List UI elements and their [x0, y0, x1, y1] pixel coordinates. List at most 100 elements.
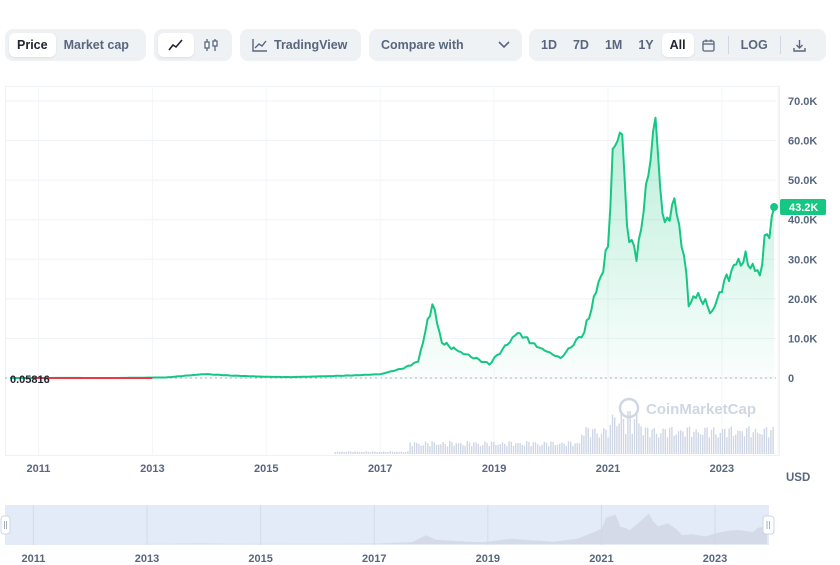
- volume-bar: [611, 414, 614, 454]
- volume-bar: [673, 435, 675, 454]
- volume-bar: [488, 446, 490, 454]
- log-toggle[interactable]: LOG: [740, 38, 768, 52]
- compare-dropdown[interactable]: Compare with: [369, 29, 522, 61]
- volume-bar: [594, 428, 596, 454]
- volume-bar: [345, 452, 347, 454]
- volume-bar: [440, 444, 442, 454]
- volume-bar: [550, 441, 552, 454]
- volume-bar: [519, 443, 521, 454]
- x-tick-label: 2019: [482, 463, 506, 475]
- volume-bar: [620, 412, 622, 454]
- volume-bar: [759, 434, 761, 454]
- volume-bar: [477, 444, 479, 454]
- volume-bar: [537, 444, 539, 454]
- chart-toolbar: Price Market cap TradingView Compare wit…: [0, 0, 840, 70]
- range-1d[interactable]: 1D: [541, 38, 557, 52]
- volume-bar: [660, 433, 662, 454]
- volume-bar: [559, 443, 561, 454]
- volume-bar: [686, 427, 688, 454]
- candlestick-icon[interactable]: [194, 33, 228, 57]
- tradingview-button[interactable]: TradingView: [240, 29, 361, 61]
- volume-bar: [526, 441, 528, 454]
- volume-bar: [369, 452, 372, 454]
- volume-bar: [378, 452, 380, 454]
- volume-bar: [695, 429, 697, 454]
- download-icon[interactable]: [785, 33, 815, 57]
- tab-market-cap[interactable]: Market cap: [63, 38, 129, 52]
- volume-bar: [495, 445, 497, 454]
- volume-bar: [627, 411, 629, 454]
- volume-bar: [358, 451, 361, 454]
- volume-bar: [391, 451, 394, 454]
- price-chart-frame: [5, 86, 780, 456]
- volume-bar: [605, 429, 607, 454]
- volume-bar: [730, 426, 732, 454]
- volume-bar: [662, 428, 664, 454]
- range-1m[interactable]: 1M: [604, 38, 623, 52]
- volume-bar: [702, 434, 704, 454]
- volume-bar: [433, 442, 435, 454]
- volume-bar: [354, 451, 356, 454]
- volume-bar: [754, 428, 757, 454]
- volume-bar: [400, 451, 402, 454]
- view-tabs: Price Market cap: [5, 29, 146, 61]
- y-tick-label: 50.0K: [788, 175, 817, 187]
- tab-price[interactable]: Price: [9, 33, 56, 57]
- line-chart-icon[interactable]: [158, 33, 194, 57]
- volume-bar: [625, 433, 627, 454]
- volume-bar: [763, 428, 765, 454]
- volume-bar: [765, 427, 768, 454]
- volume-bar: [497, 444, 499, 454]
- volume-bar: [398, 451, 400, 454]
- volume-bar: [515, 443, 517, 454]
- volume-bar: [726, 437, 728, 454]
- calendar-icon[interactable]: [694, 33, 724, 57]
- volume-bar: [640, 426, 642, 454]
- volume-bar: [374, 451, 376, 454]
- volume-bar: [347, 451, 350, 454]
- volume-bar: [490, 441, 493, 454]
- volume-bar: [638, 423, 640, 454]
- y-tick-label: 0: [788, 373, 794, 385]
- volume-bar: [699, 434, 702, 454]
- volume-bar: [574, 443, 576, 454]
- range-7d[interactable]: 7D: [572, 38, 589, 52]
- volume-bar: [622, 418, 625, 454]
- watermark: CoinMarketCap: [618, 397, 756, 419]
- volume-bar: [363, 452, 365, 454]
- volume-bar: [556, 444, 559, 454]
- x-tick-label: 2015: [254, 463, 278, 475]
- current-price-dot: [770, 203, 779, 212]
- range-all[interactable]: All: [661, 33, 694, 57]
- volume-bar: [343, 452, 345, 454]
- volume-bar: [578, 443, 581, 454]
- range-divider: [727, 36, 729, 54]
- volume-bar: [334, 452, 336, 454]
- volume-bar: [746, 428, 748, 454]
- volume-bar: [732, 436, 735, 454]
- volume-bar: [372, 451, 374, 454]
- volume-bar: [453, 445, 455, 454]
- volume-bar: [631, 433, 633, 454]
- volume-bar: [651, 429, 653, 454]
- chart-type-toggle: [154, 29, 232, 61]
- volume-bar: [596, 433, 598, 454]
- volume-bar: [548, 446, 550, 454]
- current-price-label: 43.2K: [789, 202, 818, 214]
- volume-bar: [691, 437, 693, 454]
- volume-bar: [486, 442, 488, 454]
- volume-bar: [658, 437, 660, 454]
- volume-bar: [752, 432, 754, 454]
- range-1y[interactable]: 1Y: [638, 38, 654, 52]
- x-tick-label: 2023: [710, 463, 734, 475]
- volume-bar: [424, 441, 427, 454]
- volume-bar: [708, 437, 710, 454]
- volume-bar: [523, 445, 526, 454]
- volume-bar: [554, 445, 556, 454]
- x-tick-label: 2011: [27, 463, 51, 475]
- volume-bar: [682, 431, 684, 454]
- volume-bar: [592, 429, 594, 454]
- volume-bar: [352, 452, 354, 454]
- volume-bar: [501, 442, 504, 454]
